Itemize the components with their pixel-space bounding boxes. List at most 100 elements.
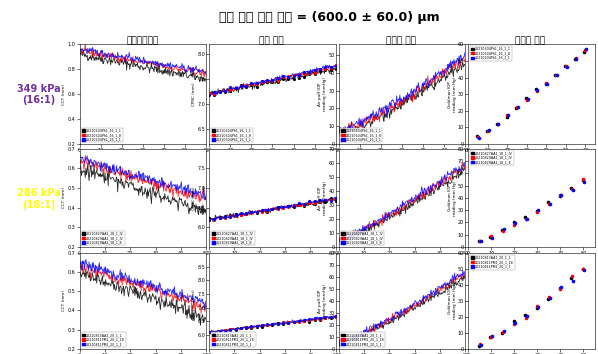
Point — [310, 315, 319, 321]
Point — [315, 199, 325, 205]
Point — [236, 212, 246, 217]
Point — [225, 88, 235, 94]
Point — [532, 88, 541, 94]
Point — [263, 79, 272, 84]
Point — [278, 320, 288, 326]
Point — [331, 314, 341, 319]
Point — [220, 327, 230, 333]
Point — [210, 92, 219, 97]
Legend: 20210604Ph1_16_1_1, 20210604Ph1_16_1_8, 20210604Ph1_16_1_1: 20210604Ph1_16_1_1, 20210604Ph1_16_1_8, … — [210, 127, 253, 142]
Point — [236, 212, 246, 218]
Point — [257, 322, 267, 328]
Point — [543, 296, 553, 302]
Point — [521, 96, 531, 101]
Point — [484, 127, 493, 133]
Point — [533, 304, 543, 309]
Point — [579, 176, 588, 182]
Point — [315, 198, 325, 203]
Point — [205, 329, 214, 335]
Point — [225, 213, 235, 219]
Point — [289, 319, 298, 324]
Point — [252, 210, 261, 215]
Point — [225, 212, 235, 217]
Point — [242, 84, 251, 90]
Point — [310, 201, 319, 207]
Point — [242, 82, 251, 88]
Legend: 20210813AA1_20_1_1, 20210811PM1_20_1_18, 20210811PM1_20_1_1: 20210813AA1_20_1_1, 20210811PM1_20_1_18,… — [470, 255, 515, 270]
Point — [210, 217, 219, 223]
Point — [475, 238, 485, 244]
Point — [268, 78, 277, 84]
X-axis label: ICP (mmHg): ICP (mmHg) — [388, 155, 417, 160]
Point — [252, 324, 261, 330]
Point — [242, 83, 251, 89]
Point — [321, 197, 330, 203]
Point — [300, 201, 309, 207]
Point — [257, 79, 267, 84]
Point — [268, 322, 277, 328]
Point — [304, 69, 314, 75]
X-axis label: IOP (mmHg): IOP (mmHg) — [258, 155, 288, 160]
Point — [566, 185, 576, 191]
Point — [326, 314, 335, 320]
Point — [315, 315, 325, 321]
Point — [542, 80, 551, 85]
Point — [283, 204, 293, 209]
Point — [483, 129, 492, 134]
Point — [474, 135, 484, 141]
Y-axis label: CCT (mm): CCT (mm) — [62, 187, 66, 209]
Point — [568, 278, 578, 284]
Point — [310, 71, 319, 77]
Point — [273, 206, 282, 212]
Point — [225, 326, 235, 332]
Y-axis label: CPRC (mm): CPRC (mm) — [192, 186, 196, 210]
Point — [560, 63, 570, 69]
Point — [231, 213, 240, 218]
Point — [533, 207, 543, 212]
Point — [273, 75, 282, 80]
Point — [283, 74, 293, 79]
Point — [289, 319, 298, 325]
Point — [520, 214, 530, 220]
Point — [552, 72, 562, 78]
Point — [236, 326, 246, 331]
Legend: 20210604Ph1_16_1_1, 20210604Ph1_16_1_8, 20210604Ph1_16_1_1: 20210604Ph1_16_1_1, 20210604Ph1_16_1_8, … — [340, 127, 383, 142]
Point — [246, 209, 256, 215]
Point — [321, 314, 330, 320]
Point — [205, 92, 214, 97]
Point — [326, 195, 335, 201]
Point — [304, 198, 314, 204]
Point — [273, 321, 282, 326]
Legend: 20210604Ph1_16_1_1, 20210604Ph1_16_1_8, 20210604Ph1_16_1_1: 20210604Ph1_16_1_1, 20210604Ph1_16_1_8, … — [81, 127, 123, 142]
Point — [326, 65, 335, 71]
Point — [210, 329, 219, 335]
Y-axis label: Goldman IOP
reading (mm Hg): Goldman IOP reading (mm Hg) — [448, 76, 457, 112]
Point — [246, 82, 256, 88]
Point — [304, 200, 314, 205]
Point — [474, 238, 484, 244]
Point — [242, 325, 251, 331]
Point — [273, 205, 282, 210]
Point — [472, 133, 482, 139]
Point — [486, 234, 495, 240]
Point — [545, 201, 555, 207]
Point — [294, 75, 304, 81]
Point — [289, 76, 298, 82]
Point — [315, 67, 325, 72]
Point — [242, 210, 251, 216]
Point — [268, 206, 277, 211]
Point — [263, 77, 272, 82]
X-axis label: IOP (mmHg): IOP (mmHg) — [128, 155, 158, 160]
Point — [246, 80, 256, 86]
Point — [567, 273, 576, 279]
Point — [523, 96, 532, 102]
Point — [487, 333, 497, 339]
Point — [541, 81, 550, 86]
Point — [566, 275, 576, 281]
Legend: 20210827AA1_18_1_IV, 20210829AA1_18_1_IV, 20210829AA1_18_1_8: 20210827AA1_18_1_IV, 20210829AA1_18_1_IV… — [470, 150, 514, 165]
Point — [268, 78, 277, 83]
Point — [487, 335, 496, 340]
Point — [278, 205, 288, 210]
Point — [205, 217, 214, 223]
Point — [257, 79, 267, 85]
